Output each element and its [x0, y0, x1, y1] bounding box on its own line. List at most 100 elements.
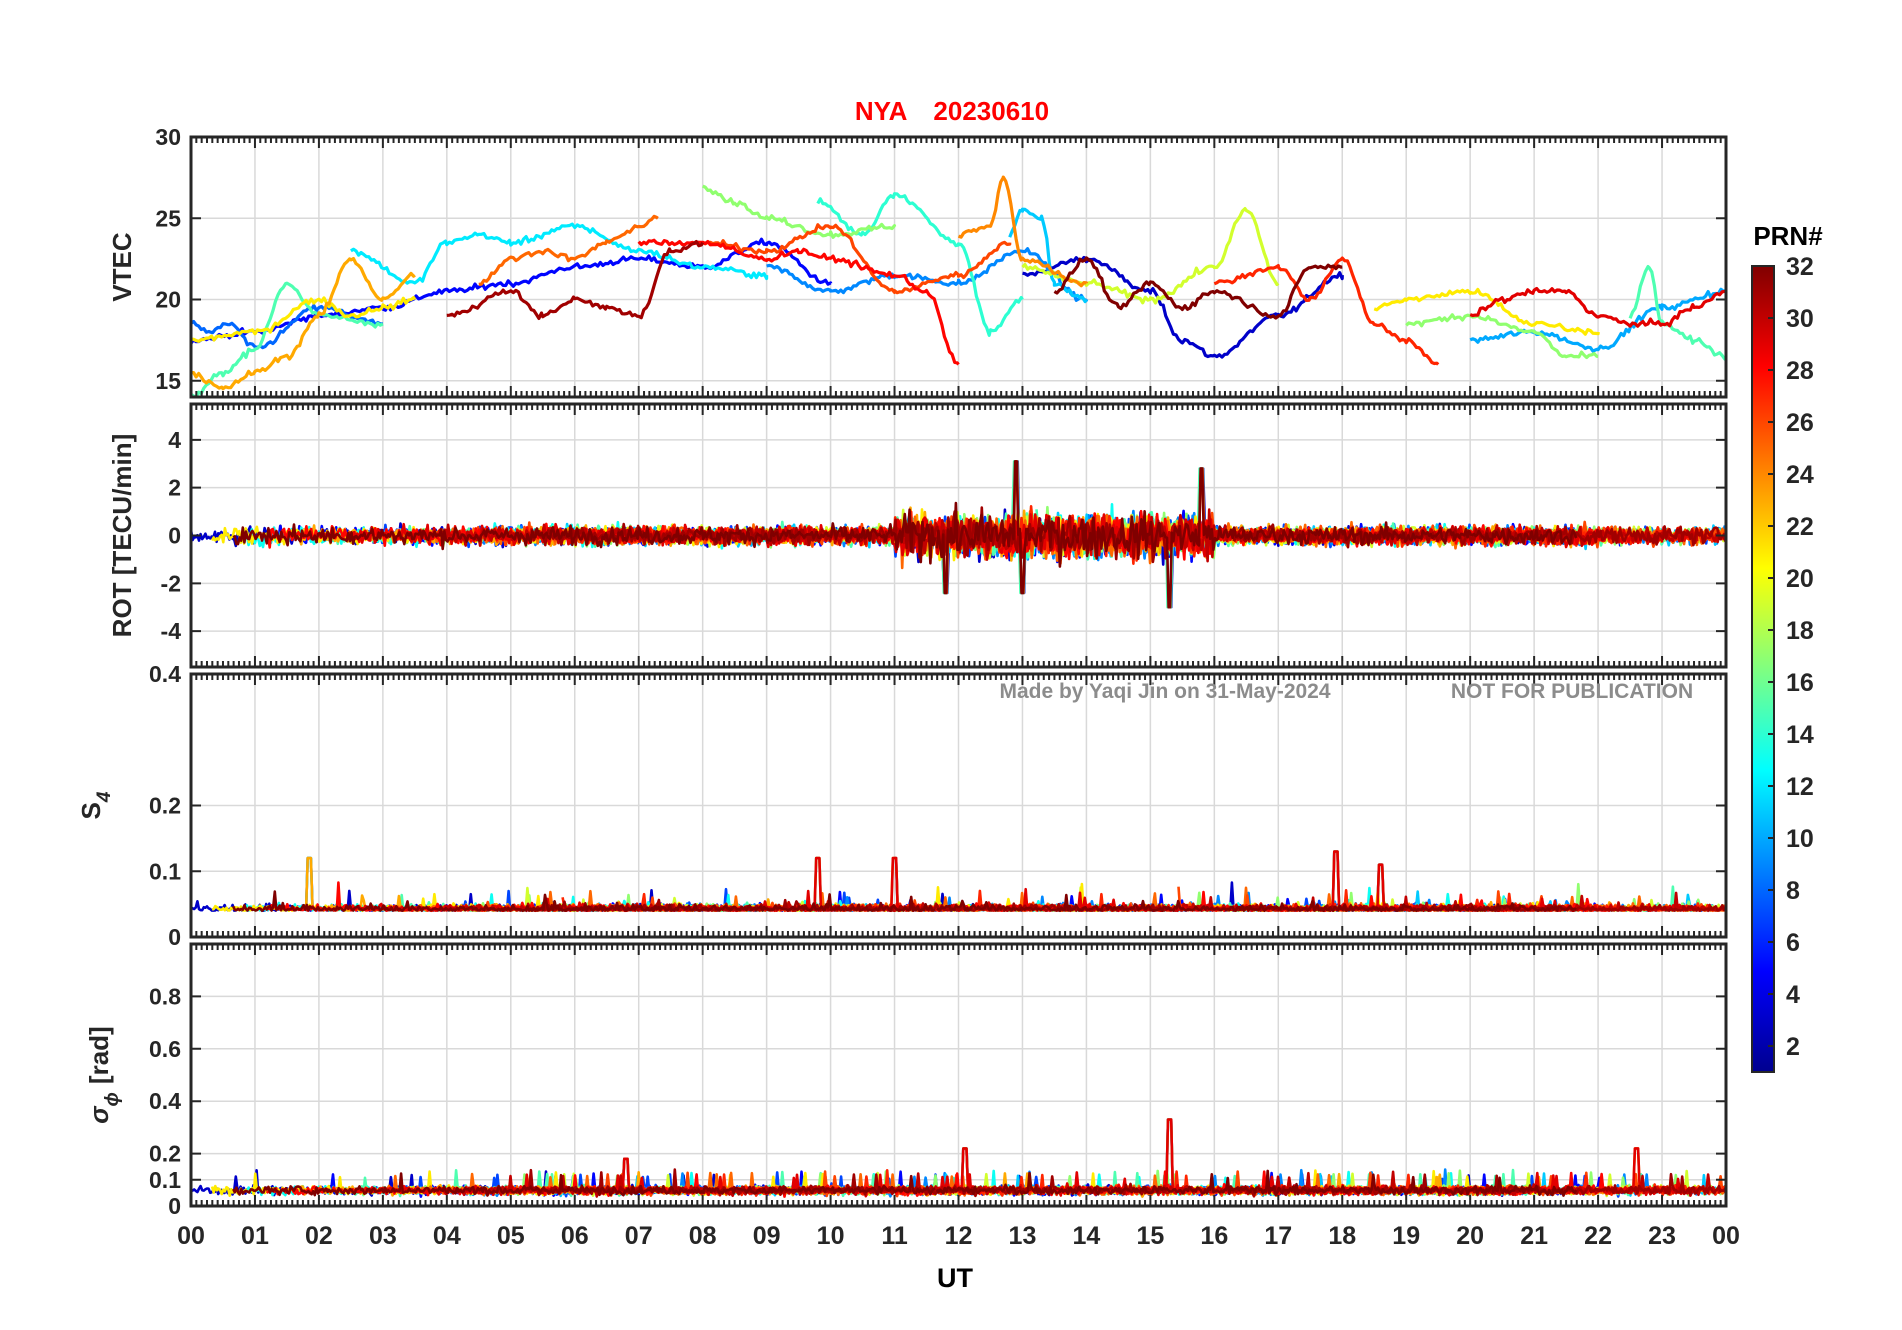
colorbar-tick-label: 8 [1786, 877, 1800, 905]
vtec-series-prn-31 [446, 240, 705, 320]
rot-series-prn-32 [232, 508, 937, 565]
vtec-series-prn-9 [766, 247, 1088, 302]
s4-panel: 0 0.1 0.2 0.4 S4 [76, 661, 1728, 950]
x-tick-label: 20 [1456, 1222, 1484, 1250]
x-tick-label: 23 [1648, 1222, 1676, 1250]
vtec-series-prn-11 [1008, 207, 1088, 304]
s4-axes: 0 0.1 0.2 0.4 [149, 661, 1728, 950]
vtec-series-prn-15 [1628, 265, 1726, 361]
sigma_phi-series-group [191, 1118, 1726, 1198]
colorbar-tick-label: 30 [1786, 305, 1814, 333]
colorbar-tick-label: 28 [1786, 357, 1814, 385]
rot-series-group [191, 460, 1726, 609]
rot-y-ticks [191, 438, 1726, 633]
s4-y-label: S4 [76, 791, 115, 819]
colorbar-tick-label: 22 [1786, 513, 1814, 541]
watermark-author: Made by Yaqi Jin on 31-May-2024 [999, 680, 1330, 703]
sigma_phi-y-tick-label: 0.6 [149, 1036, 181, 1062]
x-tick-label: 05 [497, 1222, 525, 1250]
x-tick-label: 10 [817, 1222, 845, 1250]
vtec-series-group [191, 175, 1726, 397]
colorbar-tick-label: 2 [1786, 1033, 1800, 1061]
colorbar-tick-label: 32 [1786, 253, 1814, 281]
s4-x-ticks [190, 674, 1727, 937]
x-tick-label: 16 [1200, 1222, 1228, 1250]
sigma_phi-x-ticks [190, 944, 1727, 1206]
vtec-y-ticks [191, 136, 1726, 382]
x-tick-label: 00 [1712, 1222, 1740, 1250]
colorbar-tick-label: 6 [1786, 929, 1800, 957]
rot-y-tick-label: -4 [161, 618, 182, 644]
s4-y-tick-label: 0.1 [149, 858, 181, 884]
x-tick-label: 17 [1264, 1222, 1292, 1250]
x-tick-label: 11 [881, 1222, 908, 1250]
x-tick-label: 08 [689, 1222, 717, 1250]
x-tick-label: 09 [753, 1222, 781, 1250]
vtec-series-prn-29 [1469, 286, 1726, 328]
title-date: 20230610 [933, 96, 1049, 126]
vtec-series-prn-15 [191, 281, 384, 397]
vtec-series-prn-14 [816, 192, 1024, 337]
rot-y-tick-label: -2 [161, 570, 181, 596]
vtec-y-label: VTEC [107, 232, 137, 302]
rot-y-tick-label: 0 [168, 523, 181, 549]
x-tick-label: 18 [1328, 1222, 1356, 1250]
colorbar-tick-label: 12 [1786, 773, 1814, 801]
s4-y-tick-label: 0 [168, 924, 181, 950]
vtec-series-prn-32 [1053, 256, 1343, 320]
s4-series-prn-32 [232, 890, 936, 912]
vtec-series-prn-12 [350, 222, 769, 285]
colorbar-tick-label: 26 [1786, 409, 1814, 437]
colorbar-tick-label: 4 [1786, 981, 1800, 1009]
sigma_phi-y-tick-label: 0.4 [149, 1088, 181, 1114]
vtec-y-tick-label: 20 [155, 287, 181, 313]
vtec-series-prn-17 [702, 184, 897, 239]
x-tick-label: 22 [1584, 1222, 1612, 1250]
figure-title: NYA 20230610 [855, 96, 1049, 126]
s4-y-tick-label: 0.4 [149, 661, 181, 687]
vtec-x-ticks [190, 137, 1727, 397]
colorbar-tick-label: 16 [1786, 669, 1814, 697]
vtec-series-prn-21 [1373, 287, 1600, 336]
colorbar-tick-label: 10 [1786, 825, 1814, 853]
vtec-series-prn-10 [1469, 287, 1726, 353]
vtec-series-prn-3 [1022, 255, 1344, 359]
sigma_phi-y-tick-label: 0.2 [149, 1141, 181, 1167]
colorbar-label: PRN# [1753, 221, 1823, 251]
colorbar-tick-label: 24 [1786, 461, 1814, 489]
vtec-y-tick-label: 15 [155, 368, 181, 394]
vtec-series-prn-26 [701, 223, 1012, 295]
x-tick-label: 02 [305, 1222, 333, 1250]
sigma_phi-y-ticks [191, 995, 1726, 1207]
title-station: NYA [855, 96, 908, 126]
sigma_phi-y-tick-label: 0 [168, 1193, 181, 1219]
sigma_phi-y-label: σϕ[rad] [84, 1026, 123, 1123]
colorbar-tick-label: 18 [1786, 617, 1814, 645]
sigma_phi-series-prn-32 [935, 1169, 1578, 1197]
x-tick-label: 21 [1520, 1222, 1548, 1250]
sigma_phi-y-tick-label: 0.8 [149, 983, 181, 1009]
x-axis-label: UT [937, 1263, 973, 1293]
rot-y-tick-label: 4 [168, 427, 181, 453]
colorbar-gradient [1751, 265, 1775, 1073]
vtec-series-prn-23 [191, 257, 416, 391]
x-tick-label: 12 [945, 1222, 973, 1250]
x-tick-label: 00 [177, 1222, 205, 1250]
vtec-series-prn-27 [1213, 256, 1440, 366]
rot-series-prn-32 [935, 460, 1578, 609]
x-tick-label: 14 [1073, 1222, 1101, 1250]
vtec-y-tick-label: 25 [155, 205, 181, 231]
sigma_phi-axes: 00.10.2 0.4 0.6 0.8 [149, 942, 1728, 1219]
x-tick-label: 19 [1392, 1222, 1420, 1250]
s4-y-ticks [191, 673, 1726, 938]
watermark-notice: NOT FOR PUBLICATION [1451, 680, 1693, 703]
s4-series-group [191, 850, 1726, 912]
sigma_phi-series-prn-32 [232, 1172, 936, 1197]
s4-y-tick-label: 0.2 [149, 793, 181, 819]
x-tick-label: 07 [625, 1222, 653, 1250]
colorbar-tick-label: 14 [1786, 721, 1814, 749]
x-tick-label: 03 [369, 1222, 397, 1250]
